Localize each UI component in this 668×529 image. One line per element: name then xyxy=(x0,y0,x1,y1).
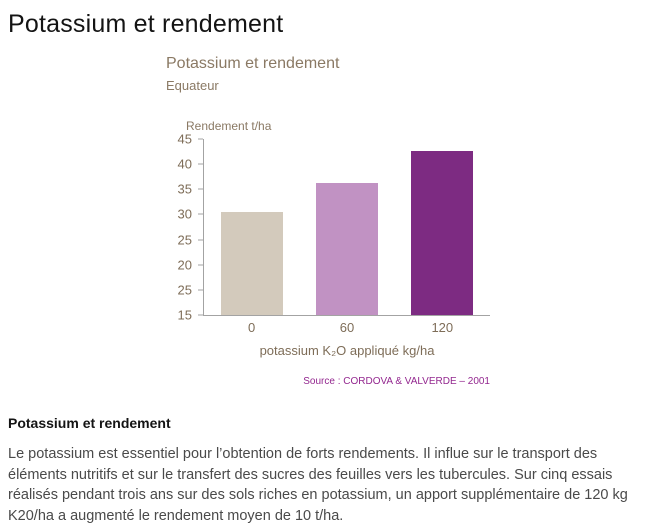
y-tick-mark xyxy=(198,188,203,190)
chart-source: Source : CORDOVA & VALVERDE – 2001 xyxy=(303,376,490,387)
y-tick-mark xyxy=(198,163,203,165)
x-axis-ticks: 0 60 120 xyxy=(204,320,490,335)
x-tick-label: 120 xyxy=(431,320,454,335)
chart-figure: Potassium et rendement Equateur Rendemen… xyxy=(166,55,506,387)
y-tick-label: 20 xyxy=(177,257,192,273)
bar-60 xyxy=(315,183,378,315)
bar-120 xyxy=(411,150,474,315)
x-tick-label: 0 xyxy=(248,320,256,335)
plot-row: 45 40 35 30 25 20 25 15 xyxy=(166,133,506,322)
y-tick-label: 25 xyxy=(177,232,192,248)
chart-subtitle: Equateur xyxy=(166,78,219,93)
y-tick-label: 15 xyxy=(177,307,192,323)
y-axis-title: Rendement t/ha xyxy=(186,119,272,133)
plot-area xyxy=(203,139,490,316)
article-heading: Potassium et rendement xyxy=(8,415,171,431)
y-axis-ticks: 45 40 35 30 25 20 25 15 xyxy=(166,133,203,322)
y-tick-label: 35 xyxy=(177,181,192,197)
y-tick-label: 30 xyxy=(177,206,192,222)
y-tick-mark xyxy=(198,138,203,140)
y-tick-mark xyxy=(198,264,203,266)
chart-title: Potassium et rendement xyxy=(166,55,340,72)
y-tick-mark xyxy=(198,289,203,291)
y-tick-label: 45 xyxy=(177,131,192,147)
bars-group xyxy=(204,139,490,315)
article-body: Le potassium est essentiel pour l’obtent… xyxy=(8,446,628,524)
y-tick-mark xyxy=(198,213,203,215)
x-tick-label: 60 xyxy=(339,320,355,335)
y-tick-label: 25 xyxy=(177,282,192,298)
page-title: Potassium et rendement xyxy=(8,10,284,38)
y-tick-mark xyxy=(198,314,203,316)
y-tick-mark xyxy=(198,239,203,241)
bar-0 xyxy=(220,212,283,315)
y-tick-label: 40 xyxy=(177,156,192,172)
article: Potassium et rendement Le potassium est … xyxy=(8,415,660,526)
x-axis-title: potassium K₂O appliqué kg/ha xyxy=(259,343,435,358)
